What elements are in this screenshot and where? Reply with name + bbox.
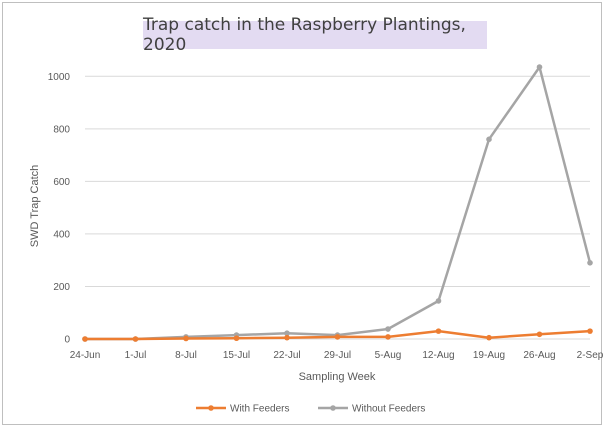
x-tick-label: 26-Aug <box>523 350 555 361</box>
data-point <box>385 326 391 332</box>
y-tick-label: 600 <box>53 177 70 188</box>
x-tick-label: 12-Aug <box>422 350 454 361</box>
series-line-1 <box>85 65 592 341</box>
data-point <box>486 334 492 341</box>
data-point <box>284 330 290 337</box>
y-tick-label: 400 <box>53 229 70 240</box>
data-point <box>334 334 341 340</box>
legend-marker <box>208 405 214 411</box>
x-tick-label: 22-Jul <box>273 350 300 361</box>
y-axis-label: SWD Trap Catch <box>29 165 41 248</box>
legend-label: Without Feeders <box>352 404 425 415</box>
series-group <box>82 64 593 342</box>
x-tick-label: 2-Sep <box>577 350 604 361</box>
data-point <box>82 336 88 342</box>
y-axis-ticks: 0 200 400 600 800 1000 <box>48 72 71 346</box>
data-point <box>486 136 492 143</box>
data-point <box>284 334 290 341</box>
y-tick-label: 800 <box>53 124 70 135</box>
y-tick-label: 1000 <box>48 72 71 83</box>
x-tick-label: 5-Aug <box>375 350 402 361</box>
legend: With Feeders Without Feeders <box>196 404 425 415</box>
y-tick-label: 200 <box>53 282 70 293</box>
legend-marker <box>330 405 336 411</box>
data-point <box>233 335 240 342</box>
y-tick-label: 0 <box>64 335 70 346</box>
x-tick-label: 1-Jul <box>125 350 147 361</box>
x-tick-label: 15-Jul <box>223 350 250 361</box>
x-tick-label: 19-Aug <box>473 350 505 361</box>
data-point <box>132 336 139 342</box>
data-point <box>587 328 593 334</box>
data-point <box>435 328 442 334</box>
data-point <box>536 64 543 70</box>
chart-frame: Trap catch in the Raspberry Plantings, 2… <box>2 2 602 425</box>
legend-label: With Feeders <box>230 404 289 415</box>
x-tick-label: 8-Jul <box>175 350 197 361</box>
x-axis-ticks: 24-Jun 1-Jul 8-Jul 15-Jul 22-Jul 29-Jul 5-Aug 1… <box>70 350 604 361</box>
data-point <box>385 334 391 340</box>
x-axis-label: Sampling Week <box>299 371 376 383</box>
data-point <box>183 335 189 342</box>
data-point <box>435 298 442 304</box>
gridlines <box>85 75 590 340</box>
x-tick-label: 29-Jul <box>324 350 351 361</box>
x-tick-label: 24-Jun <box>70 350 101 361</box>
data-point <box>587 260 593 266</box>
data-point <box>536 331 543 338</box>
